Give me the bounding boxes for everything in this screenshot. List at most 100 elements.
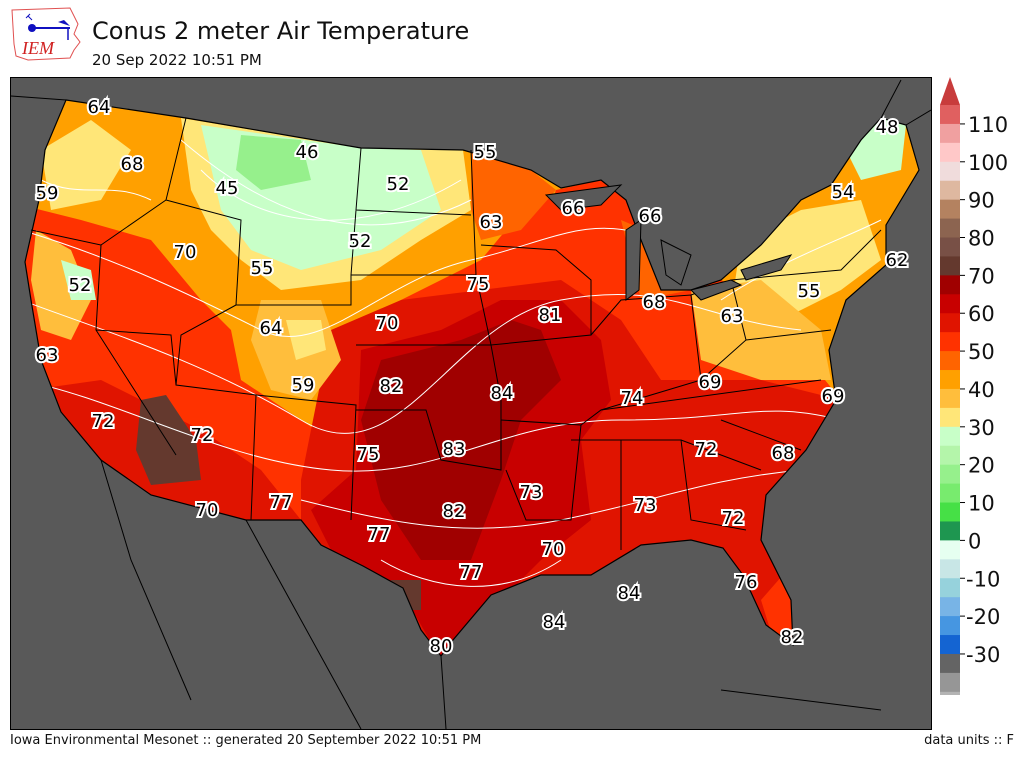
mexico-coast [100, 459, 882, 730]
colorbar-tick-label: 0 [968, 529, 981, 553]
temperature-label: 84 [618, 583, 641, 604]
colorbar-bin [940, 218, 960, 239]
temperature-label: 81 [539, 305, 562, 326]
colorbar-bin [940, 161, 960, 182]
temperature-label: 46 [296, 142, 319, 163]
temperature-label: 69 [822, 386, 845, 407]
colorbar-tick-label: -30 [966, 643, 1000, 667]
colorbar-tick-label: 60 [968, 302, 995, 326]
iem-logo: IEM [8, 4, 88, 64]
temperature-label: 75 [357, 444, 380, 465]
colorbar-bin [940, 332, 960, 352]
temperature-label: 73 [520, 482, 543, 503]
colorbar-bin [940, 370, 960, 390]
temperature-label: 68 [772, 443, 795, 464]
colorbar-tick-label: -20 [966, 605, 1000, 629]
great-lakes [544, 184, 793, 302]
colorbar-bin [940, 540, 960, 560]
colorbar-tick-label: 30 [968, 416, 995, 440]
colorbar-bin [940, 464, 960, 485]
temperature-label: 66 [562, 198, 585, 219]
colorbar-bin [940, 578, 960, 598]
temperature-map: 64 68 59 46 45 55 52 48 54 63 66 66 70 52 55 62 52 75 55 81… [10, 77, 932, 730]
temperature-label: 62 [886, 250, 909, 271]
contour-lines [25, 139, 882, 587]
colorbar-bin [940, 105, 960, 125]
temperature-label: 66 [639, 206, 662, 227]
colorbar-bin [940, 616, 960, 636]
temperature-label: 75 [467, 274, 490, 295]
colorbar-bin [940, 388, 960, 409]
colorbar-tick-label: 40 [968, 378, 995, 402]
temperature-label: 55 [474, 142, 497, 163]
temperature-label: 70 [376, 313, 399, 334]
colorbar-bin [940, 123, 960, 144]
temperature-label: 82 [443, 501, 466, 522]
temperature-label: 52 [387, 174, 410, 195]
temperature-label: 77 [460, 562, 483, 583]
colorbar-tick-label: 80 [968, 227, 995, 251]
colorbar-tick-label: 100 [968, 151, 1008, 175]
colorbar-bin [940, 521, 960, 541]
temperature-label: 64 [88, 97, 111, 118]
temperature-label: 64 [260, 318, 283, 339]
canada-border [10, 79, 932, 126]
colorbar-bin [940, 691, 960, 712]
temperature-label: 73 [634, 495, 657, 516]
temperature-label: 82 [781, 627, 804, 648]
temperature-label: 52 [349, 231, 372, 252]
temperature-label: 59 [292, 375, 315, 396]
temperature-label: 80 [430, 636, 453, 657]
colorbar-tick-label: 10 [968, 492, 995, 516]
colorbar-bin [940, 483, 960, 504]
footer-units: data units :: F [924, 733, 1014, 748]
temperature-label: 68 [121, 154, 144, 175]
colorbar-bin [940, 559, 960, 579]
colorbar: 110 100 90 80 70 60 50 40 30 20 10 0 -10 -20 -30 [938, 75, 1024, 760]
temperature-label: 63 [721, 306, 744, 327]
colorbar-bin [940, 237, 960, 257]
temperature-label: 45 [216, 178, 239, 199]
colorbar-bin [940, 313, 960, 333]
colorbar-bin [940, 502, 960, 522]
colorbar-bin [940, 142, 960, 163]
temperature-label: 63 [480, 212, 503, 233]
temperature-label: 77 [270, 492, 293, 513]
colorbar-bin [940, 294, 960, 314]
temperature-label: 70 [174, 242, 197, 263]
temperature-label: 72 [191, 425, 214, 446]
temperature-label: 83 [443, 439, 466, 460]
logo-text: IEM [21, 38, 55, 58]
temperature-label: 55 [798, 281, 821, 302]
temperature-label: 77 [368, 524, 391, 545]
colorbar-bin [940, 351, 960, 371]
temperature-labels: 64 68 59 46 45 55 52 48 54 63 66 66 70 52 55 62 52 75 55 81… [34, 95, 911, 659]
colorbar-tick-label: 20 [968, 454, 995, 478]
colorbar-tick-label: -10 [966, 567, 1000, 591]
temperature-label: 55 [251, 258, 274, 279]
colorbar-bin [940, 199, 960, 220]
temperature-label: 72 [695, 439, 718, 460]
map-subtitle: 20 Sep 2022 10:51 PM [92, 51, 262, 69]
colorbar-over-arrow [940, 77, 960, 105]
temperature-label: 70 [542, 539, 565, 560]
temperature-label: 63 [36, 345, 59, 366]
colorbar-tick-label: 110 [968, 113, 1008, 137]
map-title: Conus 2 meter Air Temperature [92, 17, 470, 45]
temperature-label: 70 [196, 500, 219, 521]
colorbar-tick-label: 50 [968, 340, 995, 364]
temperature-label: 72 [92, 411, 115, 432]
colorbar-bin [940, 597, 960, 617]
colorbar-bin [940, 256, 960, 276]
colorbar-tick-label: 90 [968, 189, 995, 213]
temperature-label: 76 [735, 572, 758, 593]
colorbar-bin [940, 426, 960, 447]
colorbar-bin [940, 180, 960, 201]
temperature-label: 72 [722, 508, 745, 529]
colorbar-bin [940, 635, 960, 655]
colorbar-bin [940, 407, 960, 428]
temperature-label: 84 [491, 383, 514, 404]
temperature-label: 68 [643, 292, 666, 313]
colorbar-bin [940, 275, 960, 295]
temperature-label: 69 [699, 372, 722, 393]
